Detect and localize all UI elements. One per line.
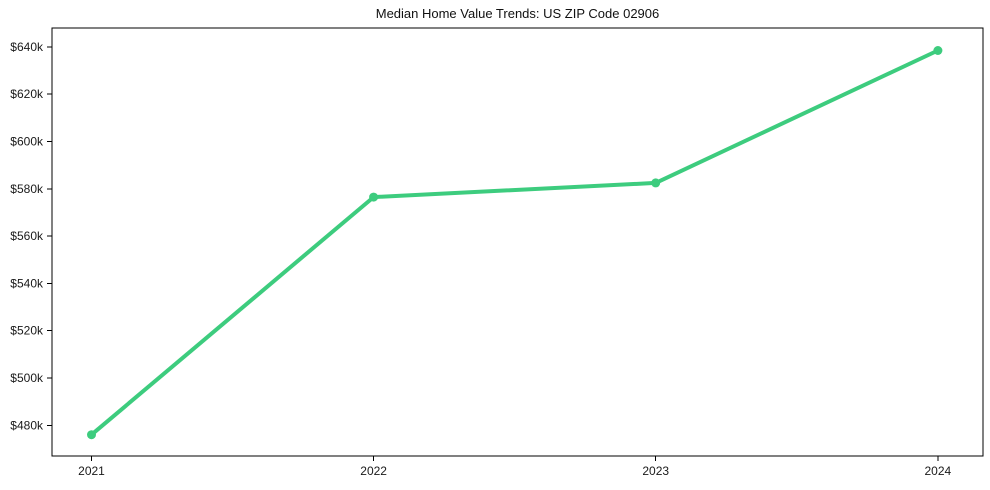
plot-border [51, 27, 984, 457]
data-point-marker [651, 178, 661, 188]
x-axis-tick-label: 2022 [360, 464, 387, 478]
y-axis-tick-label: $480k [10, 418, 44, 432]
y-axis-tick-label: $600k [10, 135, 44, 149]
y-axis-tick-label: $580k [10, 182, 44, 196]
y-axis-tick-label: $520k [10, 324, 44, 338]
y-axis-tick-label: $540k [10, 276, 44, 290]
trend-line [89, 48, 940, 437]
y-axis-tick-label: $560k [10, 229, 44, 243]
data-point-marker [933, 46, 943, 55]
x-axis-tick-label: 2021 [78, 464, 105, 478]
y-axis-tick-label: $640k [10, 40, 44, 54]
y-axis-tick-label: $500k [10, 371, 44, 385]
y-axis-tick-label: $620k [10, 87, 44, 101]
data-point-marker [87, 430, 96, 440]
x-axis-tick-label: 2023 [642, 464, 669, 478]
chart-title: Median Home Value Trends: US ZIP Code 02… [375, 6, 660, 21]
data-point-marker [369, 192, 379, 202]
x-axis-tick-label: 2024 [925, 464, 952, 478]
